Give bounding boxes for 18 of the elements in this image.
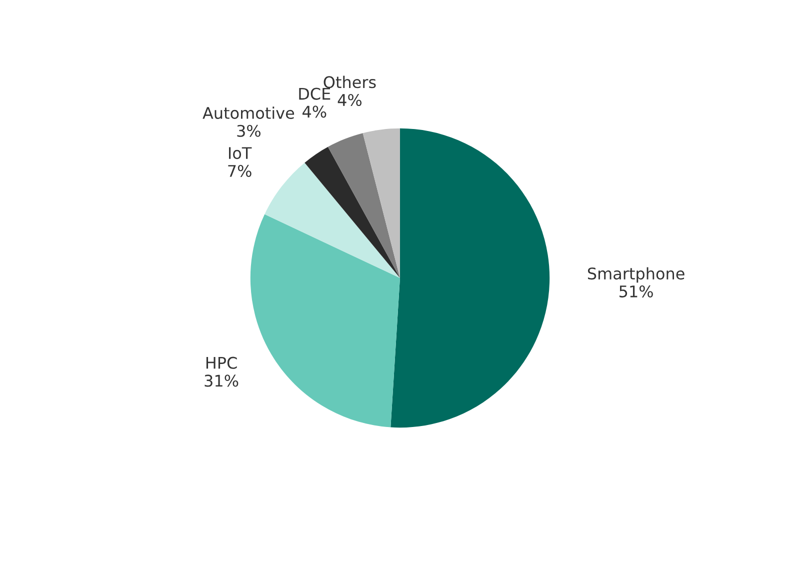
pie-slice [264,162,400,278]
slice-label: DCE [299,88,330,100]
pie-slice [304,146,400,278]
pie-slice [362,128,400,278]
slice-label: Smartphone [588,267,684,283]
slice-label: Automotive [202,106,294,120]
pie-slice [390,128,550,428]
pie-slice [328,133,400,278]
slice-label: IoT [229,147,252,160]
data-label: 51% [620,285,653,298]
pie-slice [250,214,400,428]
slice-label: Others [324,76,376,88]
data-label: 4% [302,106,326,118]
data-label: 3% [237,124,260,137]
slice-label: HPC [206,356,237,369]
data-label: 31% [204,374,238,387]
data-label: 4% [338,94,362,106]
data-label: 7% [228,164,252,177]
